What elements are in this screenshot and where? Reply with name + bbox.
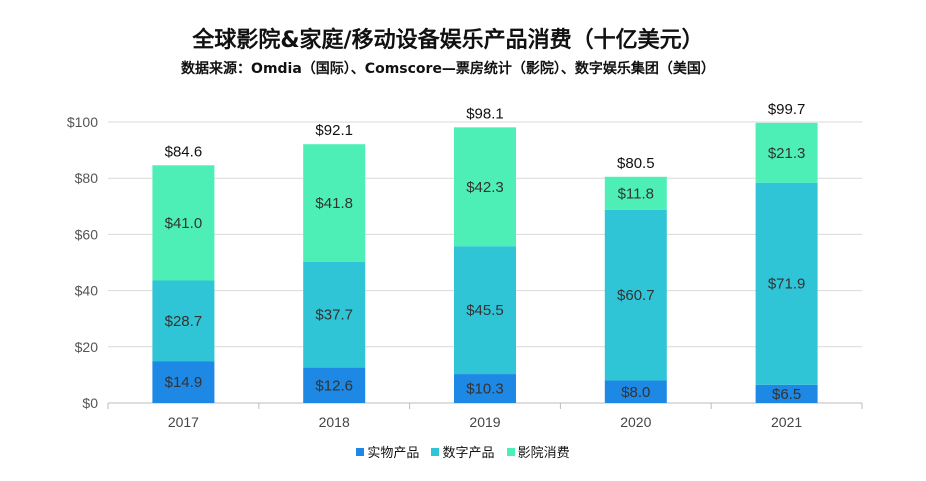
- bar-segment: [152, 165, 215, 281]
- y-tick-label: $0: [82, 395, 98, 411]
- data-label: $11.8: [618, 185, 654, 202]
- legend-item-physical: 实物产品: [356, 442, 419, 461]
- data-label: $14.9: [165, 374, 203, 391]
- total-label: $99.7: [768, 101, 806, 118]
- bar-segment: [303, 261, 366, 368]
- bar-segment: [303, 144, 366, 262]
- data-label: $41.0: [165, 215, 203, 232]
- y-tick-label: $80: [75, 170, 99, 186]
- x-tick-label: 2019: [469, 414, 500, 430]
- legend-item-digital: 数字产品: [431, 442, 495, 461]
- bar-segment: [454, 246, 516, 375]
- data-label: $45.5: [466, 302, 504, 319]
- bar-segment: [604, 209, 667, 381]
- bar-segment: [604, 176, 667, 210]
- chart-subtitle: 数据来源：Omdia（国际）、Comscore—票房统计（影院）、数字娱乐集团（…: [181, 61, 715, 77]
- y-tick-label: $40: [75, 283, 99, 299]
- total-label: $80.5: [617, 155, 655, 172]
- x-tick-label: 2021: [771, 414, 802, 430]
- legend-label-digital: 数字产品: [442, 446, 495, 461]
- x-tick-label: 2018: [319, 414, 350, 430]
- chart-title: 全球影院&家庭/移动设备娱乐产品消费（十亿美元）: [192, 28, 704, 53]
- data-label: $6.5: [772, 386, 801, 403]
- data-label: $10.3: [466, 381, 504, 398]
- bar-segment: [755, 122, 818, 183]
- bar-segment: [152, 361, 215, 403]
- legend-swatch-physical: [356, 448, 365, 456]
- legend-item-theatrical: 影院消费: [506, 442, 570, 461]
- bar-segment: [454, 374, 516, 403]
- y-tick-label: $20: [75, 339, 99, 355]
- bar-segment: [604, 380, 667, 403]
- data-label: $71.9: [768, 276, 806, 293]
- legend-label-theatrical: 影院消费: [517, 446, 570, 461]
- legend-label-physical: 实物产品: [367, 446, 420, 461]
- data-label: $41.8: [315, 195, 353, 212]
- data-label: $42.3: [466, 179, 504, 196]
- data-label: $60.7: [617, 287, 655, 304]
- bar-segment: [152, 280, 215, 362]
- y-tick-label: $60: [75, 226, 99, 242]
- total-label: $84.6: [165, 143, 203, 160]
- x-tick-label: 2017: [168, 414, 199, 430]
- legend-swatch-theatrical: [506, 448, 515, 456]
- total-label: $98.1: [466, 105, 504, 122]
- data-label: $28.7: [165, 313, 203, 330]
- data-label: $37.7: [315, 307, 353, 324]
- bar-segment: [303, 367, 366, 403]
- chart-legend: 实物产品 数字产品 影院消费: [0, 442, 926, 461]
- total-label: $92.1: [315, 122, 353, 139]
- bar-segment: [755, 182, 818, 385]
- data-label: $21.3: [768, 145, 806, 162]
- legend-swatch-digital: [431, 448, 440, 456]
- data-label: $8.0: [621, 384, 650, 401]
- data-label: $12.6: [315, 377, 353, 394]
- bar-segment: [755, 384, 818, 403]
- x-tick-label: 2020: [620, 414, 651, 430]
- bar-segment: [454, 127, 516, 247]
- y-tick-label: $100: [67, 114, 98, 130]
